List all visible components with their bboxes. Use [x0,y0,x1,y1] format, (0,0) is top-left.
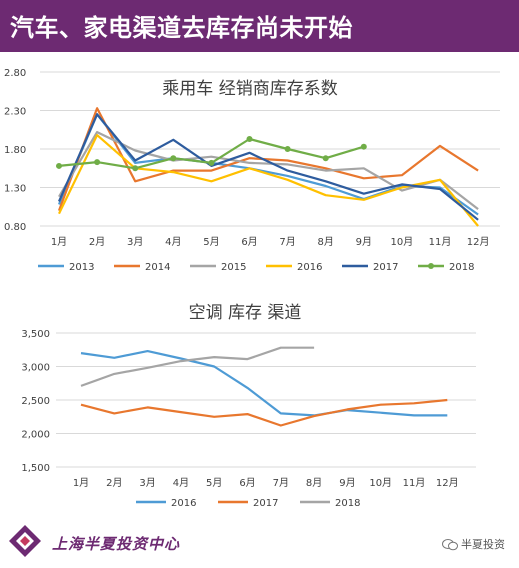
chart-air-conditioner-inventory: 空调 库存 渠道 1,500 2,000 2,500 3,000 3,500 1月 2月 3月 4… [21,303,476,509]
data-point-2018 [132,165,139,172]
wechat-icon [441,539,458,551]
x-tick-label: 12月 [436,477,459,489]
x-tick-label: 5月 [206,477,222,489]
y-tick-label: 3,000 [21,363,50,374]
x-tick-label: 8月 [306,477,322,489]
legend-label: 2017 [253,498,278,509]
legend-label: 2016 [297,262,322,273]
data-point-2018 [360,143,367,150]
page-title: 汽车、家电渠道去库存尚未开始 [10,14,353,42]
series-line-2015 [58,131,479,210]
x-tick-label: 12月 [467,236,490,248]
company-logo-icon [9,525,41,557]
header-banner: 汽车、家电渠道去库存尚未开始 [0,0,519,52]
y-tick-label: 2.30 [4,107,26,118]
x-tick-label: 11月 [403,477,426,489]
chart-title: 空调 库存 渠道 [189,303,302,323]
y-tick-label: 1.30 [4,184,26,195]
legend-label: 2018 [335,498,360,509]
x-tick-label: 9月 [356,236,372,248]
data-point-2018 [56,162,62,169]
x-tick-label: 3月 [139,477,155,489]
y-tick-label: 2,500 [21,396,50,407]
data-point-2018 [322,155,329,162]
series-line-2018 [80,346,315,387]
legend-label: 2017 [373,262,398,273]
data-point-2018 [170,155,177,162]
wechat-name: 半夏投资 [461,538,505,551]
y-tick-label: 0.80 [4,222,26,233]
x-tick-label: 11月 [429,236,452,248]
x-tick-label: 4月 [173,477,189,489]
footer: 上海半夏投资中心 半夏投资 [0,520,519,568]
series-line-2017 [80,398,448,427]
data-point-2018 [284,146,291,152]
legend-label: 2018 [449,262,474,273]
chart-passenger-car-inventory: 乘用车 经销商库存系数 0.80 1.30 1.80 2.30 2.80 1月 2月 3月 4月 5… [4,68,500,273]
x-tick-label: 9月 [339,477,355,489]
x-tick-label: 6月 [239,477,255,489]
x-tick-label: 4月 [165,236,181,248]
legend-label: 2016 [171,498,196,509]
x-tick-label: 7月 [273,477,289,489]
series-line-2017 [57,113,479,221]
chart-title: 乘用车 经销商库存系数 [162,79,337,99]
x-tick-label: 5月 [203,236,219,248]
legend-marker-2018 [428,263,434,269]
org-name: 上海半夏投资中心 [52,535,181,553]
wechat-account: 半夏投资 [441,536,505,552]
y-tick-label: 3,500 [21,329,50,340]
y-tick-label: 1,500 [21,463,50,474]
legend-label: 2015 [221,262,246,273]
x-tick-label: 7月 [279,236,295,248]
data-point-2018 [246,135,253,142]
y-tick-label: 1.80 [4,145,26,156]
y-tick-label: 2.80 [4,68,26,79]
legend-label: 2014 [145,262,170,273]
y-tick-label: 2,000 [21,430,50,441]
data-point-2018 [208,159,215,166]
x-tick-label: 1月 [73,477,89,489]
x-tick-label: 6月 [241,236,257,248]
series-line-2016 [80,350,448,417]
series-line-2014 [57,107,479,211]
x-tick-label: 2月 [89,236,105,248]
x-tick-label: 2月 [106,477,122,489]
x-tick-label: 10月 [391,236,414,248]
data-point-2018 [94,159,101,166]
x-tick-label: 1月 [51,236,67,248]
x-tick-label: 10月 [369,477,392,489]
x-tick-label: 3月 [127,236,143,248]
x-tick-label: 8月 [318,236,334,248]
legend-label: 2013 [69,262,94,273]
